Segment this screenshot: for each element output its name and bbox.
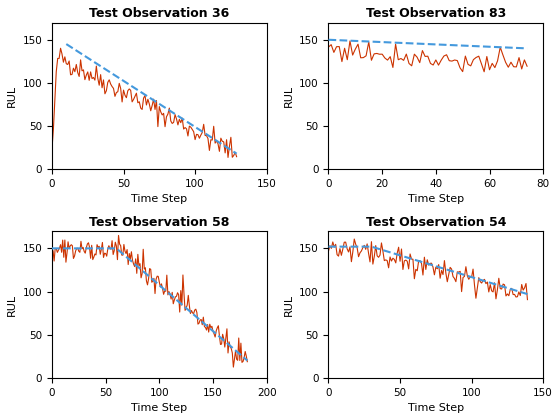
Y-axis label: RUL: RUL bbox=[283, 294, 293, 315]
Title: Test Observation 36: Test Observation 36 bbox=[89, 7, 230, 20]
X-axis label: Time Step: Time Step bbox=[408, 403, 464, 413]
X-axis label: Time Step: Time Step bbox=[131, 403, 188, 413]
Y-axis label: RUL: RUL bbox=[283, 85, 293, 107]
Y-axis label: RUL: RUL bbox=[7, 85, 17, 107]
Y-axis label: RUL: RUL bbox=[7, 294, 17, 315]
Title: Test Observation 83: Test Observation 83 bbox=[366, 7, 506, 20]
X-axis label: Time Step: Time Step bbox=[408, 194, 464, 205]
X-axis label: Time Step: Time Step bbox=[131, 194, 188, 205]
Title: Test Observation 58: Test Observation 58 bbox=[89, 215, 230, 228]
Title: Test Observation 54: Test Observation 54 bbox=[366, 215, 506, 228]
